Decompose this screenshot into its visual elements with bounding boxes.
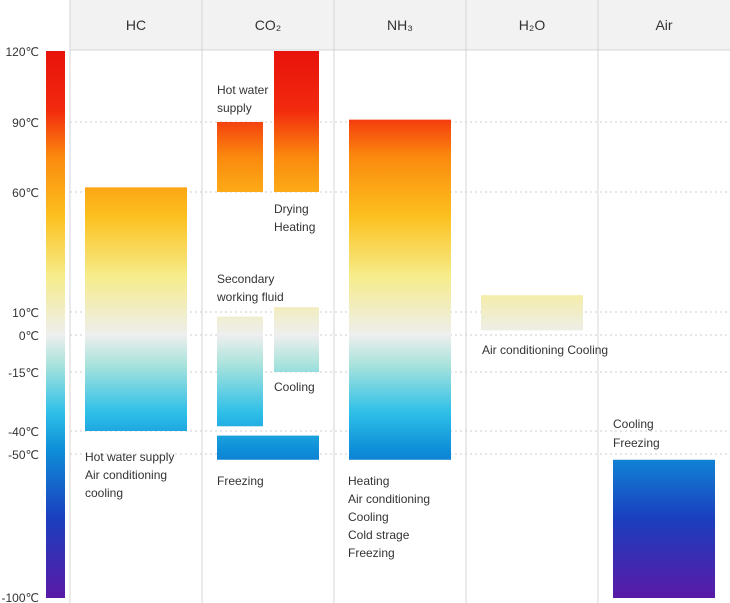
temperature-range-bar-nh3 [349,119,451,460]
tick-label: 0℃ [19,329,39,343]
co2-hot-water-line: supply [217,101,252,115]
temperature-range-bar-h2o [481,295,583,331]
hc-use-line: Hot water supply [85,450,174,464]
nh3-use-line: Cooling [348,510,389,524]
column-header-air: Air [655,17,672,33]
temperature-range-bar-air [613,459,715,598]
air-use-annotation: Cooling Freezing [613,417,660,450]
nh3-use-line: Cold strage [348,528,410,542]
nh3-use-annotation: Heating Air conditioning Cooling Cold st… [348,474,430,560]
hc-use-line: Air conditioning [85,468,167,482]
temperature-range-bar-co2 [217,122,263,192]
tick-label: -50℃ [8,448,39,462]
co2-secondary-annotation: Secondary working fluid [216,272,284,304]
hc-use-annotation: Hot water supply Air conditioning coolin… [85,450,174,500]
co2-hot-water-annotation: Hot water supply [217,83,268,115]
co2-cooling-annotation: Cooling [274,380,315,394]
temperature-tick-labels: 120℃ 90℃ 60℃ 10℃ 0℃ -15℃ -40℃ -50℃ -100℃ [2,45,40,603]
co2-drying-line: Heating [274,220,315,234]
tick-label: 90℃ [12,116,39,130]
nh3-use-line: Freezing [348,546,395,560]
co2-secondary-line: Secondary [217,272,274,286]
column-dividers [69,0,730,603]
co2-drying-annotation: Drying Heating [274,202,315,234]
temperature-range-bar-co2 [274,307,319,372]
column-header-h2o: H₂O [519,17,546,33]
air-use-line: Freezing [613,436,660,450]
temperature-range-bar-co2 [274,51,319,192]
co2-freezing-annotation: Freezing [217,474,264,488]
tick-label: 120℃ [6,45,40,59]
column-header-nh3: NH₃ [387,17,413,33]
tick-label: -100℃ [2,591,40,603]
header-row [70,0,730,50]
temperature-scale-bar [46,51,65,598]
h2o-use-annotation: Air conditioning Cooling [482,343,608,357]
nh3-use-line: Air conditioning [348,492,430,506]
tick-label: -15℃ [8,366,39,380]
air-use-line: Cooling [613,417,654,431]
tick-label: 10℃ [12,306,39,320]
co2-hot-water-line: Hot water [217,83,268,97]
temperature-range-bar-co2 [217,435,319,460]
temperature-range-bar-co2 [217,316,263,427]
tick-label: -40℃ [8,425,39,439]
column-header-hc: HC [126,17,146,33]
nh3-use-line: Heating [348,474,389,488]
co2-drying-line: Drying [274,202,309,216]
tick-label: 60℃ [12,186,39,200]
column-header-co2: CO₂ [255,17,281,33]
range-bars [85,51,715,598]
hc-use-line: cooling [85,486,123,500]
temperature-range-bar-hc [85,187,187,431]
co2-secondary-line: working fluid [216,290,284,304]
